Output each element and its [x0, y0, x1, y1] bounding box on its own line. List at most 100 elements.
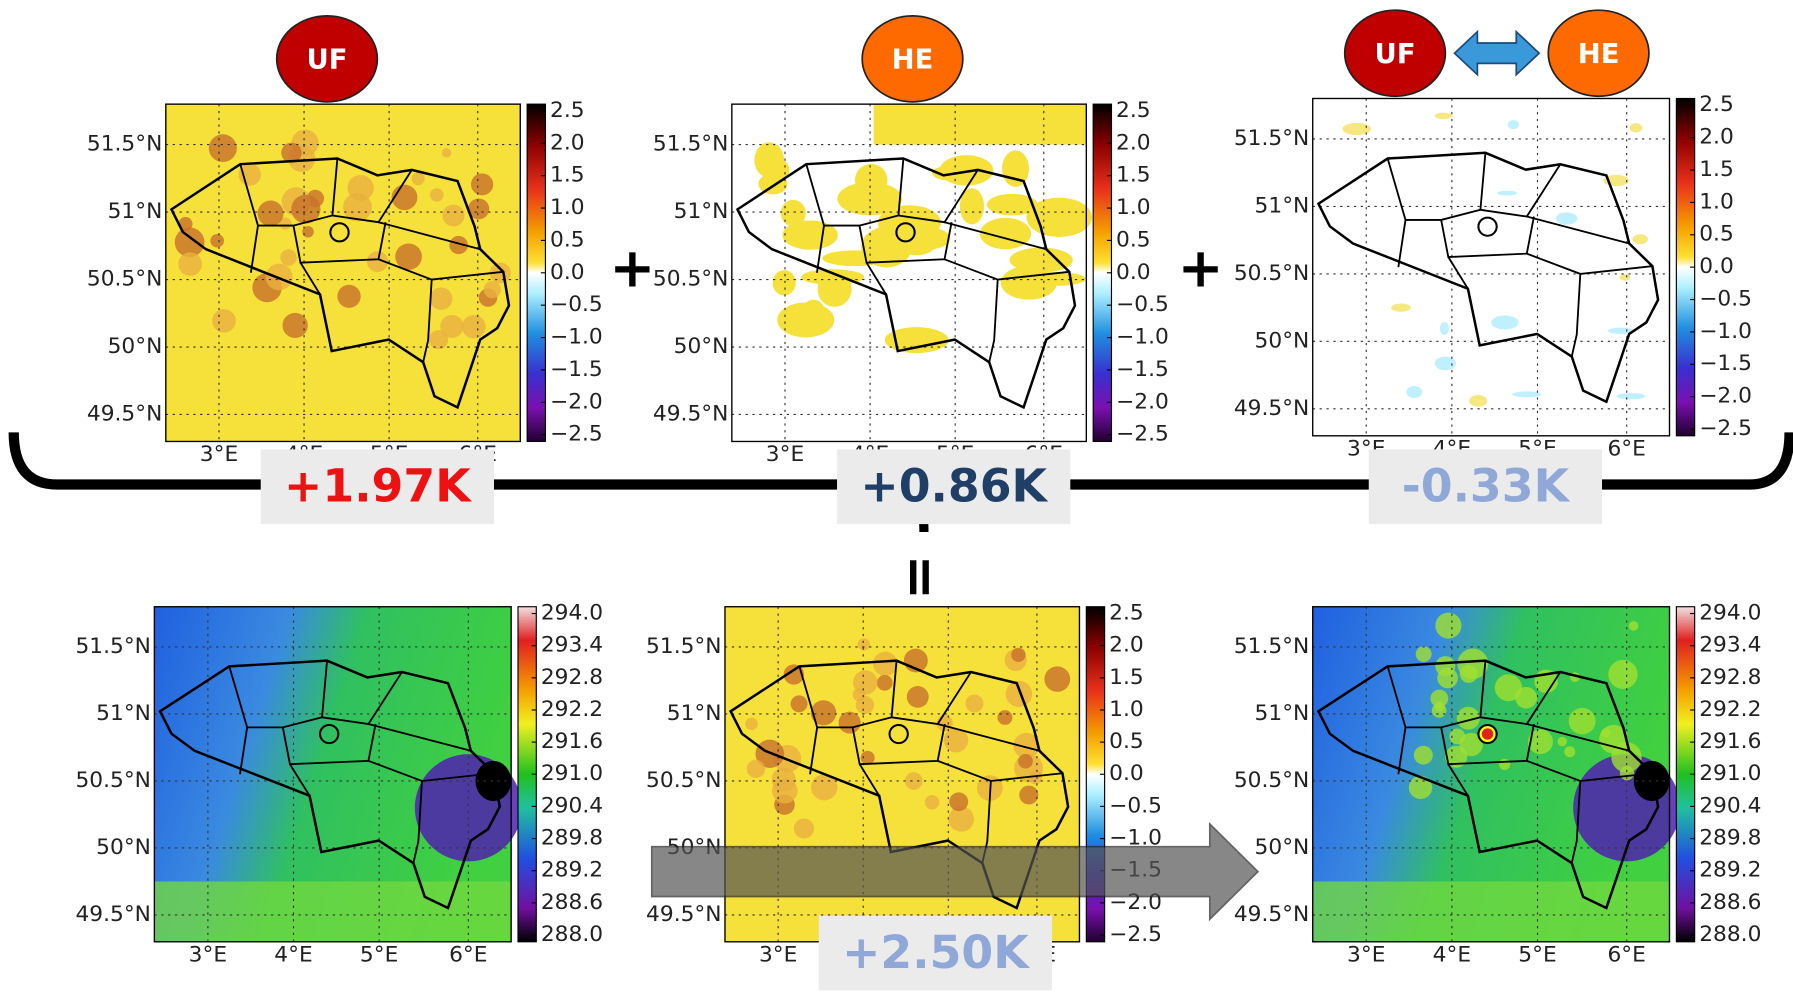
result-value: +1.97K — [284, 460, 472, 513]
lat-label: 50°N — [1255, 835, 1310, 860]
map-hotspot — [430, 287, 453, 309]
map-patch — [1391, 304, 1411, 312]
colorbar-label: −1.5 — [1699, 351, 1752, 376]
lat-label: 51°N — [1255, 701, 1310, 726]
colorbar-label: −2.0 — [550, 389, 603, 414]
colorbar-label: 1.0 — [1109, 697, 1144, 722]
map-hotspot — [430, 188, 444, 201]
colorbar-label: 288.0 — [1699, 922, 1761, 947]
colorbar-label: 288.6 — [1699, 890, 1761, 915]
map-patch — [1406, 386, 1422, 398]
colorbar-label: 2.0 — [1699, 125, 1734, 150]
lat-label: 50.5°N — [1234, 768, 1309, 793]
colorbar-label: 0.5 — [1699, 222, 1734, 247]
map-patch — [1569, 708, 1596, 735]
map-hotspot — [442, 205, 464, 227]
map-hotspot — [471, 173, 493, 195]
map-hotspot — [1044, 666, 1070, 692]
lat-label: 49.5°N — [646, 902, 721, 927]
lat-label: 51°N — [1255, 193, 1310, 218]
lat-label: 51°N — [674, 199, 729, 224]
colorbar-label: 292.2 — [541, 697, 603, 722]
colorbar-label: 0.0 — [1109, 761, 1144, 786]
map-hotspot — [873, 652, 898, 676]
colorbar-label: 0.0 — [1699, 254, 1734, 279]
colorbar-label: 291.0 — [1699, 761, 1761, 786]
colorbar-label: −0.5 — [1109, 793, 1162, 818]
map-hotspot — [412, 172, 425, 185]
colorbar-label: 2.5 — [550, 98, 585, 123]
map-hotspot — [392, 185, 418, 211]
map-hotspot — [462, 315, 486, 339]
colorbar-label: 289.2 — [1699, 858, 1761, 883]
colorbar-label: −2.5 — [1109, 922, 1162, 947]
colorbar-label: −1.0 — [1699, 319, 1752, 344]
colorbar-label: 294.0 — [541, 601, 603, 626]
badge-label: HE — [1578, 39, 1620, 70]
colorbar-label: 1.5 — [1109, 665, 1144, 690]
lat-label: 49.5°N — [1234, 902, 1309, 927]
map-patch — [777, 302, 834, 337]
map-patch — [1608, 660, 1637, 689]
map-patch — [1469, 395, 1487, 407]
map-panel: 51.5°N51°N50.5°N50°N49.5°N3°E4°E5°E6°E2.… — [1234, 92, 1752, 461]
colorbar-label: 291.6 — [1699, 729, 1761, 754]
map-patch — [1435, 357, 1456, 371]
map-patch — [1629, 123, 1642, 132]
map-hotspot — [998, 710, 1013, 725]
colorbar-label: 2.0 — [1116, 130, 1151, 155]
map-hotspot — [1006, 681, 1032, 707]
colorbar-label: −2.0 — [1699, 384, 1752, 409]
map-patch — [1558, 737, 1567, 746]
lat-label: 51.5°N — [646, 634, 721, 659]
badge-label: UF — [1375, 39, 1416, 70]
colorbar-label: 1.0 — [1116, 195, 1151, 220]
colorbar-label: −0.5 — [1699, 287, 1752, 312]
map-hotspot — [925, 795, 940, 809]
colorbar-label: 0.5 — [550, 227, 585, 252]
map-panel: 51.5°N51°N50.5°N50°N49.5°N3°E4°E5°E6°E2.… — [646, 601, 1162, 968]
map-patch — [822, 250, 886, 266]
lat-label: 51°N — [96, 701, 151, 726]
operator: + — [1178, 236, 1224, 300]
lat-label: 50.5°N — [1234, 261, 1309, 286]
colorbar-label: −2.0 — [1116, 389, 1169, 414]
map-patch — [1414, 746, 1433, 765]
map-patch — [1416, 646, 1432, 662]
colorbar-label: 2.0 — [1109, 633, 1144, 658]
map-hotspot — [210, 234, 224, 248]
map-patch — [1629, 621, 1639, 631]
lon-label: 3°E — [189, 942, 227, 967]
lat-label: 50.5°N — [87, 267, 162, 292]
lat-label: 51.5°N — [1234, 634, 1309, 659]
lon-label: 6°E — [1607, 942, 1645, 967]
badge-label: UF — [307, 45, 348, 76]
colorbar-label: −2.5 — [1699, 416, 1752, 441]
map-hotspot — [440, 315, 463, 338]
map-hotspot — [348, 175, 374, 201]
lat-label: 49.5°N — [653, 402, 728, 427]
map-hotspot — [337, 285, 360, 308]
map-panel: 51.5°N51°N50.5°N50°N49.5°N3°E4°E5°E6°E29… — [75, 601, 603, 968]
map-hotspot — [442, 148, 451, 157]
map-patch — [1619, 274, 1630, 280]
colorbar-label: 1.5 — [550, 163, 585, 188]
page: {"badges": [["UF"], ["HE"], ["UF", "HE"]… — [0, 0, 1793, 995]
colorbar-label: 294.0 — [1699, 601, 1761, 626]
colorbar-label: 289.8 — [1699, 826, 1761, 851]
map-patch — [1435, 113, 1452, 119]
map-hotspot — [791, 695, 808, 712]
map-patch — [1512, 391, 1541, 397]
map-patch — [1435, 613, 1461, 639]
map-patch — [1497, 191, 1517, 196]
colorbar-label: 288.6 — [541, 890, 603, 915]
map-panel: 51.5°N51°N50.5°N50°N49.5°N3°E4°E5°E6°E2.… — [87, 98, 603, 467]
map-hotspot — [858, 638, 870, 650]
colorbar-label: 289.8 — [541, 826, 603, 851]
lon-label: 3°E — [766, 442, 804, 467]
map-panel: 51.5°N51°N50.5°N50°N49.5°N3°E4°E5°E6°E2.… — [653, 98, 1169, 467]
map-hotspot — [745, 718, 757, 730]
map-patch — [939, 155, 993, 185]
lat-label: 50°N — [96, 835, 151, 860]
map-patch — [1556, 212, 1577, 224]
